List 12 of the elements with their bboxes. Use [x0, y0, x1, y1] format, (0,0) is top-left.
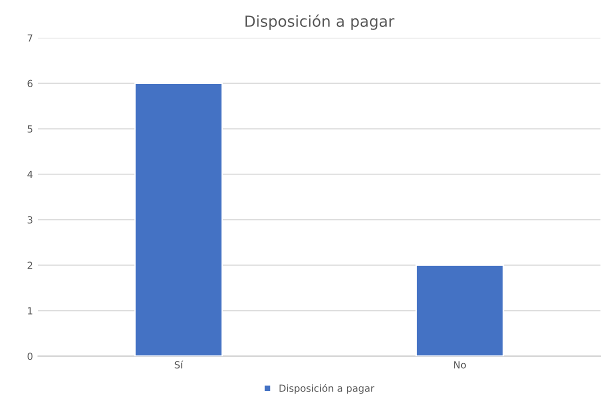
y-tick-label: 0 — [28, 352, 32, 360]
legend-label: Disposición a pagar — [280, 384, 374, 394]
y-tick-label: 5 — [28, 125, 32, 133]
chart-title: Disposición a pagar — [246, 14, 394, 30]
y-tick-label: 2 — [28, 262, 32, 269]
y-tick-label: 1 — [28, 307, 32, 314]
y-tick-label: 4 — [27, 170, 33, 178]
y-tick-label: 3 — [28, 216, 32, 224]
y-tick-label: 7 — [28, 34, 32, 42]
x-tick-label: No — [454, 361, 466, 369]
y-tick-label: 6 — [28, 80, 33, 88]
x-tick-label: Sí — [174, 360, 184, 369]
